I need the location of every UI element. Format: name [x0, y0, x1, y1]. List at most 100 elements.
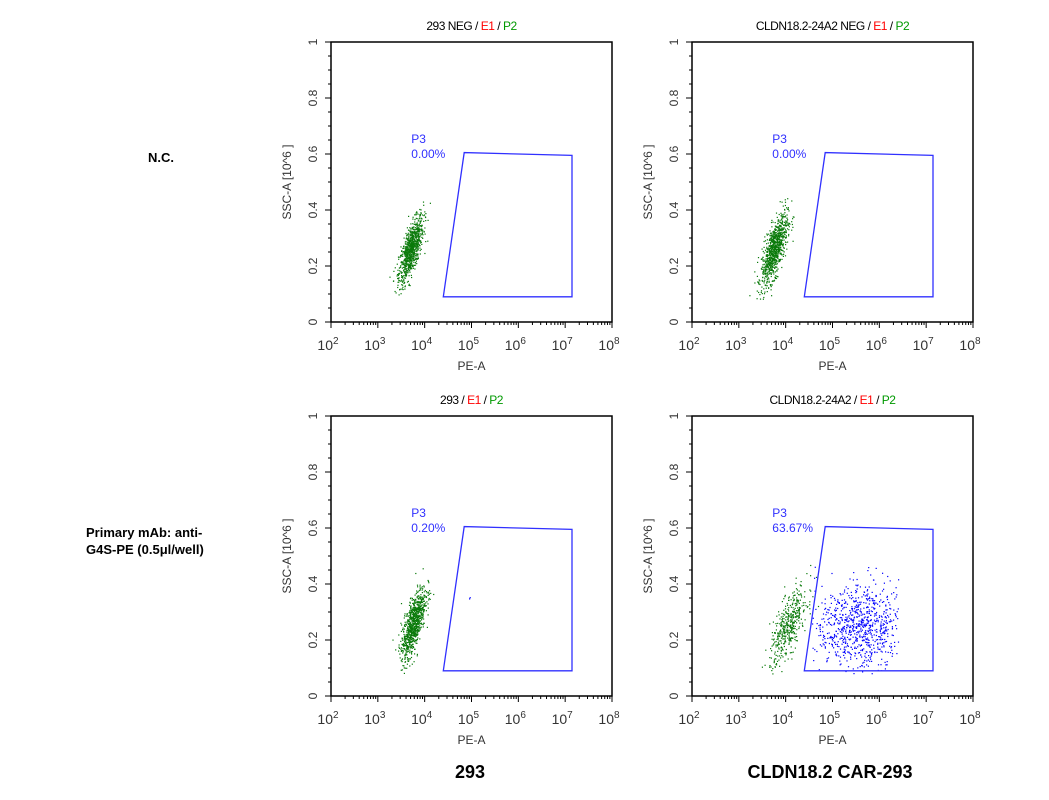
event-point: [831, 637, 833, 639]
event-point: [761, 280, 764, 282]
event-point: [800, 593, 802, 595]
event-point: [868, 627, 870, 629]
event-point: [771, 251, 773, 253]
event-point: [859, 666, 861, 668]
event-point: [847, 645, 849, 647]
event-point: [853, 617, 855, 619]
event-point: [410, 246, 412, 249]
event-point: [775, 232, 777, 234]
y-tick-label: 0.4: [667, 201, 681, 218]
event-point: [408, 658, 410, 660]
event-point: [411, 249, 413, 252]
event-point: [767, 277, 769, 279]
event-point: [786, 602, 788, 605]
gate-percent: 0.00%: [411, 147, 445, 161]
event-point: [784, 209, 786, 211]
event-point: [794, 603, 796, 605]
event-point: [408, 604, 411, 606]
event-point: [824, 646, 826, 648]
event-point: [809, 604, 811, 606]
event-point: [408, 268, 410, 271]
event-point: [796, 592, 798, 594]
event-point: [764, 236, 766, 238]
event-point: [418, 614, 420, 616]
event-point: [402, 261, 404, 263]
event-point: [789, 223, 791, 225]
event-point: [409, 630, 411, 632]
tick-base: 10: [458, 337, 474, 353]
event-point: [787, 608, 789, 610]
event-point: [409, 612, 411, 614]
event-point: [420, 599, 422, 601]
event-point: [416, 655, 418, 657]
event-point: [412, 245, 414, 248]
event-point: [412, 632, 414, 634]
event-point: [786, 214, 788, 216]
event-point: [819, 627, 821, 629]
event-point: [858, 604, 860, 606]
event-point: [423, 585, 425, 587]
event-point: [419, 225, 421, 227]
event-point: [782, 625, 785, 627]
event-point: [400, 622, 402, 624]
event-point: [765, 272, 767, 274]
event-point: [797, 617, 799, 619]
event-point: [842, 641, 844, 643]
event-point: [413, 223, 415, 225]
event-point: [779, 244, 781, 246]
event-point: [788, 635, 790, 637]
event-point: [779, 248, 781, 250]
event-point: [855, 626, 857, 628]
event-point: [417, 248, 419, 250]
event-point: [781, 636, 783, 638]
event-point: [777, 235, 779, 237]
event-point: [767, 265, 769, 267]
event-point: [749, 295, 751, 297]
event-point: [419, 208, 421, 211]
gate-p3: [442, 151, 573, 298]
event-point: [855, 584, 857, 586]
event-point: [834, 616, 836, 618]
event-point: [403, 638, 405, 640]
event-point: [850, 619, 852, 621]
event-point: [404, 658, 406, 660]
event-point: [762, 259, 764, 261]
event-point: [409, 248, 411, 250]
event-point: [404, 265, 406, 267]
event-point: [409, 242, 411, 244]
event-point: [859, 636, 861, 638]
event-point: [786, 622, 788, 624]
y-tick-label: 0.4: [667, 575, 681, 592]
event-point: [777, 622, 779, 624]
event-point: [773, 238, 775, 240]
event-point: [782, 237, 784, 239]
event-point: [796, 629, 798, 631]
event-point: [419, 628, 421, 630]
event-point: [772, 232, 774, 234]
event-point: [768, 269, 770, 271]
event-point: [425, 596, 428, 599]
event-point: [414, 629, 416, 631]
event-point: [836, 603, 838, 605]
event-point: [409, 239, 411, 241]
event-point: [411, 262, 413, 265]
event-point: [844, 642, 847, 644]
event-point: [790, 621, 792, 623]
event-point: [771, 632, 773, 634]
event-point: [782, 656, 784, 658]
event-point: [407, 270, 409, 272]
event-point: [779, 655, 781, 657]
event-point: [410, 606, 412, 608]
event-point: [413, 612, 415, 614]
event-point: [408, 236, 410, 238]
event-point: [766, 243, 768, 245]
event-point: [408, 235, 410, 237]
event-point: [405, 635, 408, 637]
event-point: [795, 610, 798, 612]
event-point: [422, 234, 424, 236]
event-point: [782, 247, 785, 249]
event-point: [856, 611, 858, 613]
event-point: [423, 603, 425, 605]
event-point: [802, 602, 804, 604]
event-point: [405, 237, 408, 239]
